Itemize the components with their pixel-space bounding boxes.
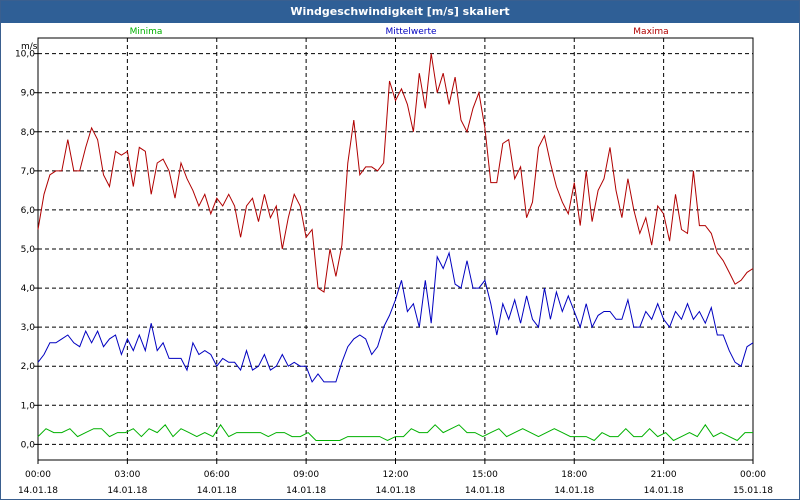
y-tick-label: 8,0 bbox=[21, 128, 36, 138]
tick-layer: 0,0 1,0 2,0 3,0 4,0 5,0 6,0 7,0 8,0 9,0 10,0 00:00 1… bbox=[15, 50, 773, 496]
x-tick-date-label: 14.01.18 bbox=[18, 486, 58, 496]
y-tick-label: 5,0 bbox=[21, 245, 36, 255]
y-tick-label: 4,0 bbox=[21, 284, 36, 294]
x-tick-time-label: 00:00 bbox=[740, 470, 766, 480]
y-tick-label: 2,0 bbox=[21, 362, 36, 372]
x-tick-time-label: 12:00 bbox=[383, 470, 409, 480]
y-tick-label: 9,0 bbox=[21, 89, 36, 99]
legend-entry-maxima: Maxima bbox=[633, 27, 668, 37]
series-line-minima bbox=[37, 423, 753, 442]
legend-entry-minima: Minima bbox=[130, 27, 163, 37]
x-tick-time-label: 09:00 bbox=[293, 470, 319, 480]
x-tick-time-label: 21:00 bbox=[651, 470, 677, 480]
series-line-mittelwerte bbox=[37, 251, 754, 383]
x-tick-date-label: 14.01.18 bbox=[554, 486, 594, 496]
x-tick-date-label: 14.01.18 bbox=[644, 486, 684, 496]
grid-layer bbox=[38, 38, 753, 460]
x-tick-time-label: 15:00 bbox=[472, 470, 498, 480]
legend-layer: Minima Mittelwerte Maxima bbox=[130, 27, 669, 37]
x-tick-time-label: 06:00 bbox=[204, 470, 230, 480]
y-tick-label: 0,0 bbox=[21, 440, 36, 450]
y-tick-label: 7,0 bbox=[21, 167, 36, 177]
x-tick-time-label: 00:00 bbox=[25, 470, 51, 480]
legend-entry-mittelwerte: Mittelwerte bbox=[385, 27, 436, 37]
y-tick-label: 1,0 bbox=[21, 401, 36, 411]
x-tick-date-label: 15.01.18 bbox=[733, 486, 773, 496]
x-tick-date-label: 14.01.18 bbox=[197, 486, 237, 496]
y-axis-label: m/s bbox=[21, 42, 38, 52]
y-tick-label: 10,0 bbox=[15, 50, 35, 60]
y-tick-label: 6,0 bbox=[21, 206, 36, 216]
x-tick-date-label: 14.01.18 bbox=[286, 486, 326, 496]
y-tick-label: 3,0 bbox=[21, 323, 36, 333]
x-tick-time-label: 18:00 bbox=[561, 470, 587, 480]
chart-title: Windgeschwindigkeit [m/s] skaliert bbox=[1, 1, 799, 23]
x-tick-date-label: 14.01.18 bbox=[107, 486, 147, 496]
series-layer bbox=[37, 53, 754, 442]
series-line-maxima bbox=[37, 53, 754, 293]
x-tick-time-label: 03:00 bbox=[114, 470, 140, 480]
x-tick-date-label: 14.01.18 bbox=[465, 486, 505, 496]
x-tick-date-label: 14.01.18 bbox=[375, 486, 415, 496]
